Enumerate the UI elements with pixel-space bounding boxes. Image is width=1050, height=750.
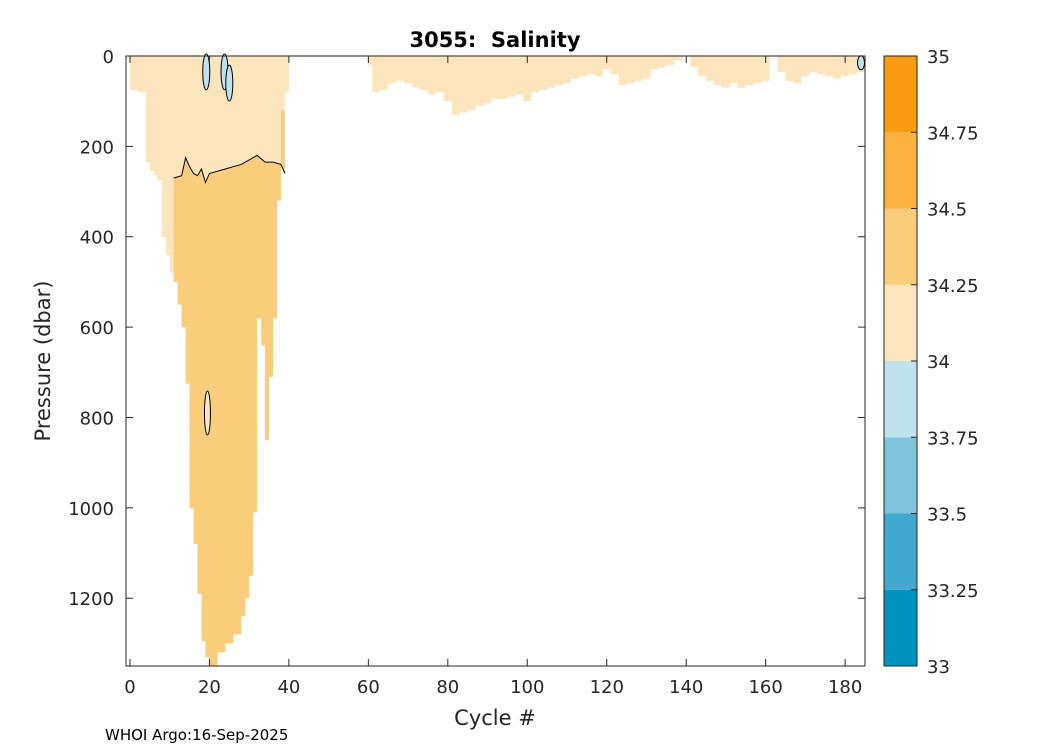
- low-salinity-patch: [225, 64, 234, 102]
- colorbar-segment: [884, 56, 917, 133]
- colorbar-tick-label: 34: [927, 352, 950, 373]
- y-axis-title: Pressure (dbar): [31, 281, 55, 442]
- x-tick-label: 140: [669, 677, 703, 698]
- colorbar-tick-label: 35: [927, 47, 950, 68]
- x-tick-label: 80: [436, 677, 459, 698]
- x-tick-label: 60: [357, 677, 380, 698]
- colorbar: 33 33.25 33.5 33.75 34 34.25 34.5 34.75 35: [883, 47, 979, 678]
- colorbar-segment: [884, 513, 917, 590]
- colorbar-tick-label: 34.75: [927, 123, 979, 144]
- colorbar-tick-label: 33.25: [927, 581, 979, 602]
- colorbar-tick-label: 33.5: [927, 505, 967, 526]
- colorbar-segment: [884, 284, 917, 361]
- contour-34.25: [173, 154, 286, 184]
- colorbar-segment: [884, 132, 917, 209]
- y-tick-label: 200: [80, 137, 114, 158]
- x-tick-label: 160: [748, 677, 782, 698]
- x-tick-label: 100: [510, 677, 544, 698]
- x-tick-label: 0: [124, 677, 135, 698]
- x-tick-label: 40: [277, 677, 300, 698]
- x-tick-label: 120: [590, 677, 624, 698]
- low-salinity-patch: [202, 53, 211, 91]
- x-axis-ticks: 0 20 40 60 80 100 120 140 160 180: [124, 56, 862, 698]
- y-tick-label: 800: [80, 408, 114, 429]
- colorbar-tick-label: 34.25: [927, 276, 979, 297]
- colorbar-segment: [884, 208, 917, 285]
- contour-closed-deep: [203, 390, 211, 436]
- chart-title: 3055: Salinity: [409, 28, 580, 52]
- salinity-fill-surface: [368, 56, 865, 115]
- y-tick-label: 0: [103, 47, 114, 68]
- colorbar-segment: [884, 437, 917, 514]
- x-axis-title: Cycle #: [454, 706, 536, 730]
- y-tick-label: 400: [80, 228, 114, 249]
- colorbar-segment: [884, 589, 917, 666]
- plot-frame: [125, 55, 866, 667]
- y-tick-label: 1000: [68, 499, 114, 520]
- colorbar-segment: [884, 361, 917, 438]
- colorbar-tick-label: 33: [927, 657, 950, 678]
- y-axis-ticks: 0 200 400 600 800 1000 1200: [68, 47, 865, 610]
- x-tick-label: 20: [198, 677, 221, 698]
- salinity-fill-34.25-34.5: [173, 92, 285, 667]
- salinity-fill-layer: [129, 53, 866, 667]
- y-tick-label: 600: [80, 318, 114, 339]
- colorbar-tick-label: 34.5: [927, 200, 967, 221]
- colorbar-tick-label: 33.75: [927, 428, 979, 449]
- low-salinity-patch: [857, 55, 866, 71]
- y-tick-label: 1200: [68, 589, 114, 610]
- footer-credit: WHOI Argo:16-Sep-2025: [105, 726, 288, 744]
- x-tick-label: 180: [828, 677, 862, 698]
